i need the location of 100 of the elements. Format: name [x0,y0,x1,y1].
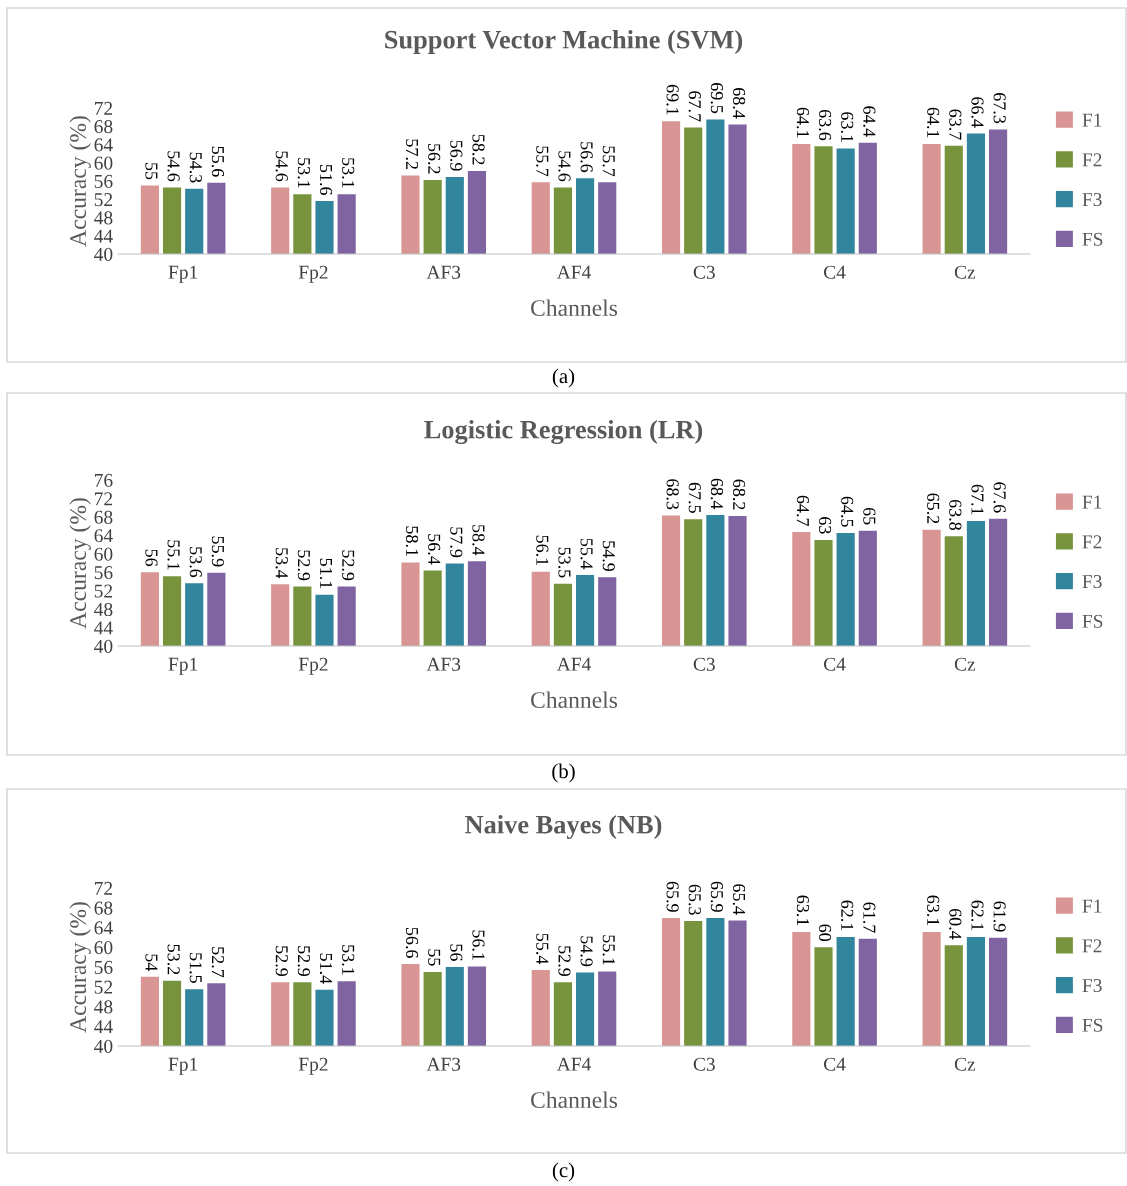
data-label: 63.6 [818,109,832,141]
y-tick-label: 72 [94,101,113,115]
data-label: 56.6 [580,142,593,173]
y-tick-label: 52 [94,584,113,598]
data-label: 63.7 [949,109,962,140]
data-label: 67.3 [993,93,1006,124]
data-label: 64.7 [796,495,809,527]
data-label: 58.4 [472,525,485,556]
x-tick-label: Fp1 [168,265,198,283]
data-label: 68.3 [666,479,679,510]
data-label: 54.6 [167,151,180,182]
data-label: 56.6 [405,927,419,958]
data-label: 61.9 [993,901,1006,932]
data-label: 53.1 [342,158,355,188]
data-label: 54.6 [558,151,571,182]
x-axis-title: Channels [531,299,618,317]
y-tick-label: 56 [94,960,113,974]
y-axis-title: Accuracy (%) [69,902,91,1033]
legend-label: F1 [1082,113,1102,127]
data-label: 65.9 [710,881,723,912]
data-label: 55 [428,949,441,966]
y-tick-label: 44 [94,229,113,243]
x-tick-label: AF4 [556,265,591,279]
y-tick-label: 64 [94,529,113,543]
y-axis-title: Accuracy (%) [69,116,91,247]
data-label: 68.4 [710,478,724,510]
x-tick-label: C3 [693,657,715,671]
data-label: 57.2 [405,139,419,169]
data-label: 67.7 [688,91,701,122]
y-tick-label: 68 [94,510,113,524]
y-tick-label: 76 [94,473,113,487]
y-tick-label: 44 [94,1020,113,1033]
data-label: 58.2 [472,134,485,165]
text: (b) [552,763,575,783]
data-label: 67.1 [971,484,984,515]
y-tick-label: 60 [94,547,113,561]
x-tick-label: C4 [824,657,846,671]
x-tick-label: C4 [824,1057,846,1071]
data-label: 52.9 [297,550,310,581]
y-tick-label: 40 [94,247,113,261]
x-tick-label: AF4 [556,657,591,671]
data-label: 65.4 [732,884,746,915]
x-tick-label: AF3 [426,265,461,279]
data-label: 53.1 [297,158,310,188]
data-label: 55.1 [602,935,615,965]
data-label: 52.9 [558,946,571,977]
data-label: 63 [818,517,832,534]
data-label: 51.1 [319,558,333,589]
legend-label: F2 [1082,939,1102,953]
x-tick-label: Cz [954,1057,976,1071]
y-tick-label: 52 [94,193,113,207]
x-tick-label: Fp1 [168,1057,198,1075]
y-tick-label: 72 [94,881,113,895]
data-label: 56 [450,944,463,961]
y-tick-label: 72 [94,492,113,506]
data-label: 56.2 [428,143,441,174]
data-label: 54.9 [580,936,593,967]
legend-label: F3 [1082,193,1102,207]
data-label: 64.1 [796,107,809,138]
x-axis-title: Channels [531,691,618,709]
data-label: 52.9 [342,550,355,581]
data-label: 60 [818,924,832,942]
data-label: 51.6 [319,164,333,195]
data-label: 56.9 [450,140,463,171]
x-tick-label: C3 [693,1057,715,1071]
y-tick-label: 40 [94,1039,113,1053]
x-tick-label: C4 [824,265,846,279]
chart-title: Naive Bayes (NB) [465,815,662,839]
data-label: 56 [145,549,158,567]
x-axis-title: Channels [531,1091,618,1109]
y-tick-label: 60 [94,156,113,170]
chart-title: Support Vector Machine (SVM) [385,30,743,54]
legend-label: FS [1082,614,1103,628]
data-label: 65 [863,507,876,525]
legend-label: F2 [1082,153,1102,167]
legend-label: FS [1082,1018,1103,1032]
legend-label: F1 [1082,899,1102,913]
x-tick-label: AF3 [426,657,461,671]
data-label: 64.1 [927,107,940,138]
x-tick-label: Fp2 [298,265,328,283]
x-tick-label: Cz [954,265,976,279]
data-label: 65.3 [688,884,701,915]
y-tick-label: 56 [94,566,113,580]
data-label: 58.1 [405,526,419,556]
y-tick-label: 68 [94,120,113,134]
data-label: 53.1 [342,945,355,975]
y-tick-label: 64 [94,921,113,935]
data-label: 55.1 [167,540,180,570]
text: (c) [552,1162,575,1182]
data-label: 53.4 [275,548,288,579]
data-label: 55 [145,163,158,180]
y-tick-label: 60 [94,941,113,955]
chart-title: Logistic Regression (LR) [424,419,703,445]
data-label: 55.7 [536,146,549,177]
data-label: 56.4 [428,534,441,565]
text: (a) [552,368,575,388]
y-tick-label: 68 [94,901,113,915]
data-label: 53.6 [189,547,202,578]
y-tick-label: 48 [94,211,113,225]
data-label: 55.4 [536,933,549,965]
